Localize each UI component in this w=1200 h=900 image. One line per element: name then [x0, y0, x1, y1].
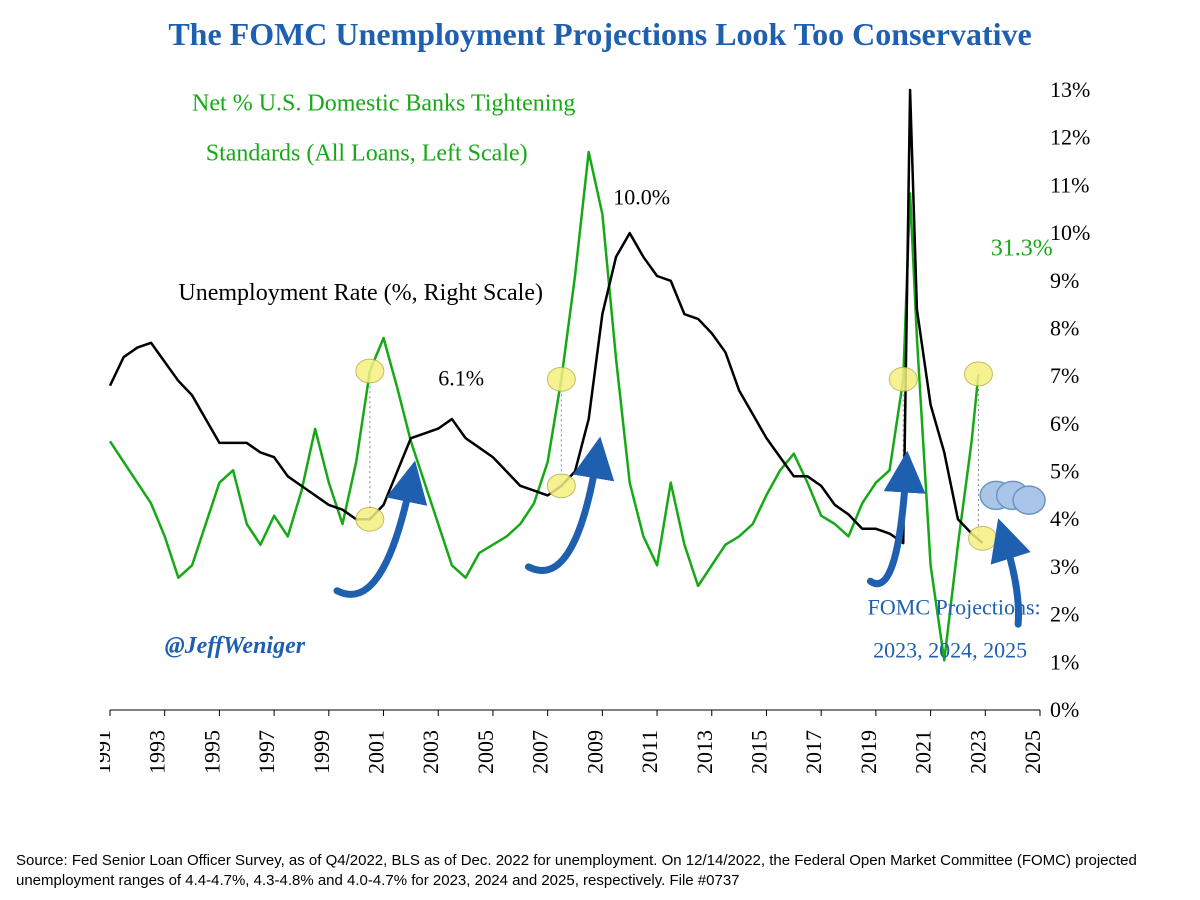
- svg-text:2021: 2021: [911, 730, 936, 774]
- svg-text:2013: 2013: [692, 730, 717, 774]
- svg-text:9%: 9%: [1050, 268, 1079, 293]
- svg-text:4%: 4%: [1050, 506, 1079, 531]
- svg-text:Unemployment Rate (%, Right Sc: Unemployment Rate (%, Right Scale): [178, 280, 543, 306]
- chart-plot-area: -40%-20%0%20%40%60%80%100%0%1%2%3%4%5%6%…: [100, 80, 1100, 800]
- chart-footer: Source: Fed Senior Loan Officer Survey, …: [16, 851, 1184, 890]
- svg-text:2003: 2003: [418, 730, 443, 774]
- svg-text:@JeffWeniger: @JeffWeniger: [165, 633, 306, 659]
- svg-text:1991: 1991: [100, 730, 115, 774]
- svg-text:2025: 2025: [1020, 730, 1045, 774]
- svg-text:2011: 2011: [637, 730, 662, 773]
- svg-text:2023, 2024, 2025: 2023, 2024, 2025: [873, 638, 1027, 663]
- svg-text:Net % U.S. Domestic Banks Tigh: Net % U.S. Domestic Banks Tightening: [192, 91, 575, 117]
- svg-text:12%: 12%: [1050, 125, 1090, 150]
- chart-svg: -40%-20%0%20%40%60%80%100%0%1%2%3%4%5%6%…: [100, 80, 1100, 800]
- svg-text:5%: 5%: [1050, 459, 1079, 484]
- svg-text:FOMC Projections:: FOMC Projections:: [868, 595, 1041, 620]
- svg-text:13%: 13%: [1050, 80, 1090, 102]
- svg-text:6.1%: 6.1%: [438, 366, 484, 391]
- svg-text:1999: 1999: [309, 730, 334, 774]
- svg-text:2001: 2001: [364, 730, 389, 774]
- svg-text:2007: 2007: [528, 730, 553, 774]
- svg-text:6%: 6%: [1050, 411, 1079, 436]
- svg-text:1995: 1995: [199, 730, 224, 774]
- svg-text:7%: 7%: [1050, 363, 1079, 388]
- svg-text:2017: 2017: [801, 730, 826, 774]
- svg-text:10.0%: 10.0%: [613, 184, 670, 209]
- svg-text:Standards (All Loans, Left Sca: Standards (All Loans, Left Scale): [206, 140, 528, 166]
- svg-text:8%: 8%: [1050, 315, 1079, 340]
- svg-text:1993: 1993: [145, 730, 170, 774]
- chart-container: The FOMC Unemployment Projections Look T…: [0, 0, 1200, 900]
- svg-text:2005: 2005: [473, 730, 498, 774]
- chart-title: The FOMC Unemployment Projections Look T…: [0, 16, 1200, 53]
- svg-text:2009: 2009: [582, 730, 607, 774]
- svg-text:3%: 3%: [1050, 554, 1079, 579]
- svg-text:0%: 0%: [1050, 697, 1079, 722]
- svg-text:11%: 11%: [1050, 172, 1090, 197]
- svg-text:2019: 2019: [856, 730, 881, 774]
- svg-text:1%: 1%: [1050, 649, 1079, 674]
- svg-text:31.3%: 31.3%: [991, 235, 1053, 261]
- svg-text:1997: 1997: [254, 730, 279, 774]
- svg-text:2015: 2015: [746, 730, 771, 774]
- svg-text:2%: 2%: [1050, 602, 1079, 627]
- svg-text:10%: 10%: [1050, 220, 1090, 245]
- svg-text:2023: 2023: [965, 730, 990, 774]
